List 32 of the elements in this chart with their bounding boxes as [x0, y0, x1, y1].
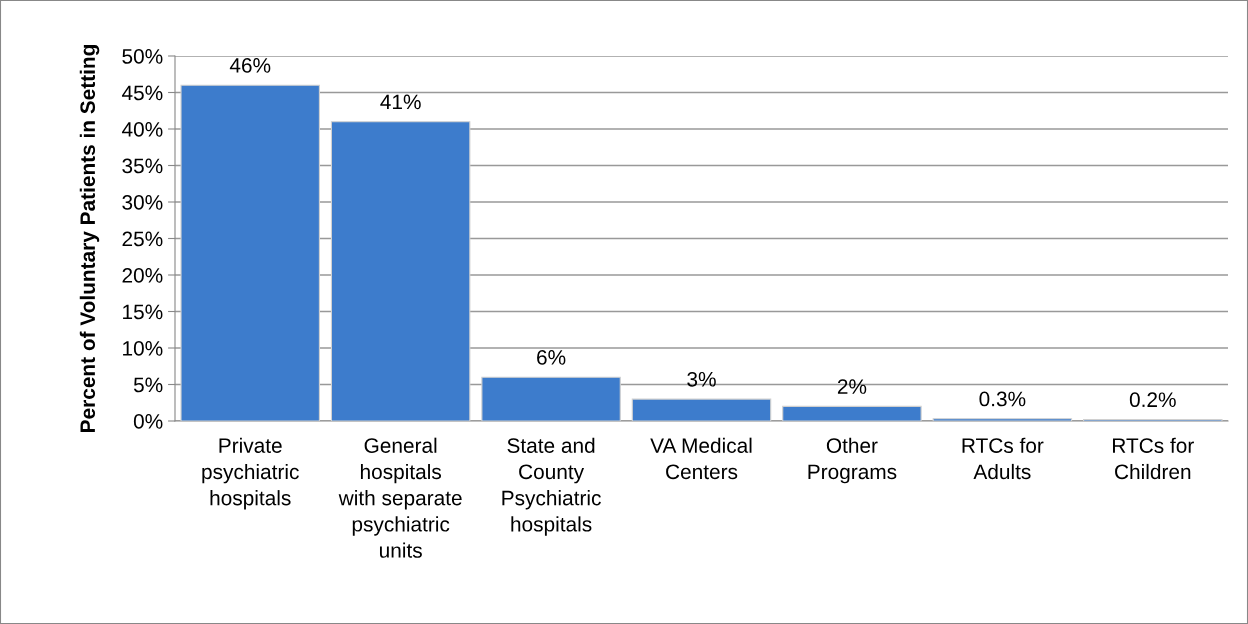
y-tick-label: 45% [121, 85, 163, 101]
bar [180, 84, 320, 421]
data-label: 6% [537, 350, 566, 365]
data-label: 3% [687, 371, 716, 387]
y-tick-label: 50% [122, 49, 163, 64]
x-tick-label: General hospitals with separate psychiatric units [338, 437, 462, 558]
x-tick-label: RTCs for Adults [962, 437, 1044, 480]
y-axis-title: Percent of Voluntary Patients in Setting [79, 45, 100, 432]
bar [631, 398, 772, 421]
y-tick-label: 20% [122, 268, 163, 283]
x-tick-label: RTCs for Children [1113, 437, 1194, 480]
y-tick-label: 10% [123, 341, 163, 356]
x-tick-label: VA Medical Centers [650, 437, 752, 480]
y-tick-label: 30% [122, 195, 163, 210]
bar [932, 418, 1073, 421]
y-tick-label: 0% [133, 414, 163, 429]
bar [330, 121, 471, 421]
x-tick-label: Other Programs [808, 437, 897, 484]
data-label: 0.2% [1129, 392, 1176, 408]
y-tick-label: 15% [123, 304, 163, 320]
y-tick-label: 25% [122, 231, 163, 247]
y-tick-label: 40% [121, 122, 163, 137]
x-tick-label: Private psychiatric hospitals [202, 437, 299, 510]
data-label: 2% [837, 379, 867, 394]
data-label: 46% [229, 58, 271, 73]
x-tick-label: State and County Psychiatric hospitals [502, 437, 601, 536]
data-label: 41% [380, 94, 421, 110]
data-label: 0.3% [979, 391, 1026, 407]
y-tick-label: 5% [133, 377, 163, 393]
bar [481, 376, 621, 421]
y-tick-label: 35% [122, 158, 163, 174]
bar [782, 405, 922, 421]
